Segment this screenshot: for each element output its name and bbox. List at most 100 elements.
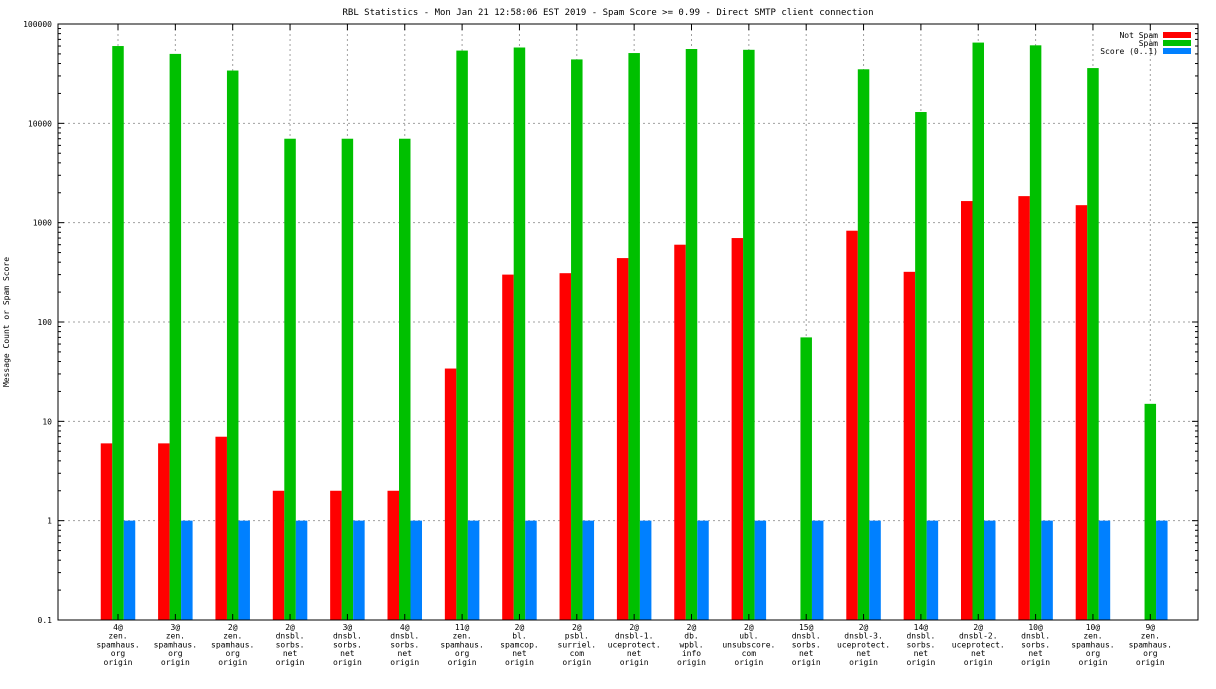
x-category-label: origin <box>906 658 935 667</box>
x-category-label: net <box>1028 649 1043 658</box>
bar-score-0-1 <box>811 520 824 620</box>
x-category-label: 4@ <box>113 623 123 632</box>
bar-spam <box>972 42 984 621</box>
bar-spam <box>915 112 927 621</box>
bar-score-0-1 <box>467 520 480 620</box>
x-category-label: spamhaus. <box>1071 640 1114 649</box>
bar-spam <box>685 49 698 621</box>
bar-score-0-1 <box>869 520 881 620</box>
bar-spam <box>857 69 870 620</box>
x-category-label: origin <box>218 658 247 667</box>
chart-title: RBL Statistics - Mon Jan 21 12:58:06 EST… <box>342 8 873 18</box>
x-category-label: spamhaus. <box>96 640 139 649</box>
bar-score-0-1 <box>754 520 767 620</box>
bar-spam <box>800 337 812 620</box>
bar-spam <box>284 138 296 620</box>
bar-not-spam <box>158 443 170 620</box>
x-category-label: com <box>742 649 757 658</box>
bar-not-spam <box>559 273 572 620</box>
y-tick-label: 10 <box>42 417 52 426</box>
bar-score-0-1 <box>1041 520 1053 620</box>
x-category-label: net <box>340 649 355 658</box>
x-category-label: 2@ <box>744 623 754 632</box>
bar-spam <box>456 50 468 621</box>
bar-not-spam <box>100 443 113 620</box>
bar-not-spam <box>444 368 457 620</box>
x-category-label: 15@ <box>799 623 814 632</box>
x-category-label: 2@ <box>572 623 582 632</box>
x-category-label: origin <box>620 658 649 667</box>
x-category-label: org <box>1143 649 1158 658</box>
bar-score-0-1 <box>582 520 595 620</box>
x-category-label: zen. <box>1083 632 1102 641</box>
x-category-label: 10@ <box>1028 623 1043 632</box>
x-category-label: com <box>570 649 585 658</box>
bar-spam <box>513 47 526 620</box>
x-category-label: origin <box>333 658 362 667</box>
bar-score-0-1 <box>353 520 365 620</box>
bars-layer <box>100 42 1168 621</box>
legend-swatch <box>1163 48 1191 54</box>
legend-swatch <box>1163 40 1191 46</box>
x-category-label: org <box>225 649 240 658</box>
x-category-label: sorbs. <box>792 640 821 649</box>
bar-spam <box>743 49 755 620</box>
x-category-label: info <box>682 649 701 658</box>
bar-not-spam <box>215 436 227 620</box>
x-category-label: origin <box>1021 658 1050 667</box>
bar-score-0-1 <box>238 520 250 620</box>
x-category-label: sorbs. <box>276 640 305 649</box>
x-category-label: org <box>111 649 126 658</box>
x-category-label: 11@ <box>455 623 470 632</box>
x-category-label: net <box>398 649 413 658</box>
x-category-label: origin <box>792 658 821 667</box>
x-category-label: origin <box>562 658 591 667</box>
x-category-label: origin <box>734 658 763 667</box>
bar-score-0-1 <box>295 520 308 620</box>
x-category-label: uceprotect. <box>608 640 661 649</box>
x-category-label: origin <box>104 658 133 667</box>
bar-score-0-1 <box>697 520 709 620</box>
x-category-label: dnsbl. <box>906 632 935 641</box>
x-category-label: wpbl. <box>679 640 703 649</box>
x-category-label: dnsbl. <box>333 632 362 641</box>
bar-not-spam <box>616 258 629 620</box>
bar-not-spam <box>330 490 342 620</box>
x-category-label: spamcop. <box>500 640 539 649</box>
x-category-label: origin <box>448 658 477 667</box>
y-tick-label: 100000 <box>23 20 52 29</box>
bar-not-spam <box>903 271 916 620</box>
bar-not-spam <box>961 201 973 620</box>
x-category-label: origin <box>161 658 190 667</box>
x-category-label: uceprotect. <box>837 640 890 649</box>
x-category-label: spamhaus. <box>211 640 254 649</box>
x-category-label: 3@ <box>171 623 181 632</box>
x-category-label: unsubscore. <box>722 640 775 649</box>
x-category-label: org <box>168 649 183 658</box>
x-category-label: 4@ <box>400 623 410 632</box>
x-category-label: net <box>799 649 814 658</box>
x-category-label: 2@ <box>629 623 639 632</box>
x-category-label: uceprotect. <box>952 640 1005 649</box>
x-category-label: sorbs. <box>1021 640 1050 649</box>
x-category-label: origin <box>390 658 419 667</box>
x-category-label: net <box>627 649 642 658</box>
x-category-label: 2@ <box>687 623 697 632</box>
x-category-label: dnsbl. <box>276 632 305 641</box>
bar-score-0-1 <box>525 520 537 620</box>
x-category-label: origin <box>964 658 993 667</box>
x-category-label: 14@ <box>914 623 929 632</box>
x-category-label: net <box>971 649 986 658</box>
x-category-label: net <box>914 649 929 658</box>
bar-spam <box>1087 68 1099 620</box>
legend-label: Spam <box>1139 39 1158 48</box>
bar-not-spam <box>502 274 514 620</box>
y-axis-label: Message Count or Spam Score <box>2 257 11 387</box>
x-category-label: dnsbl. <box>390 632 419 641</box>
x-category-label: bl. <box>512 632 526 641</box>
x-category-label: 2@ <box>859 623 869 632</box>
x-category-label: sorbs. <box>333 640 362 649</box>
x-category-label: dnsbl-1. <box>615 632 654 641</box>
